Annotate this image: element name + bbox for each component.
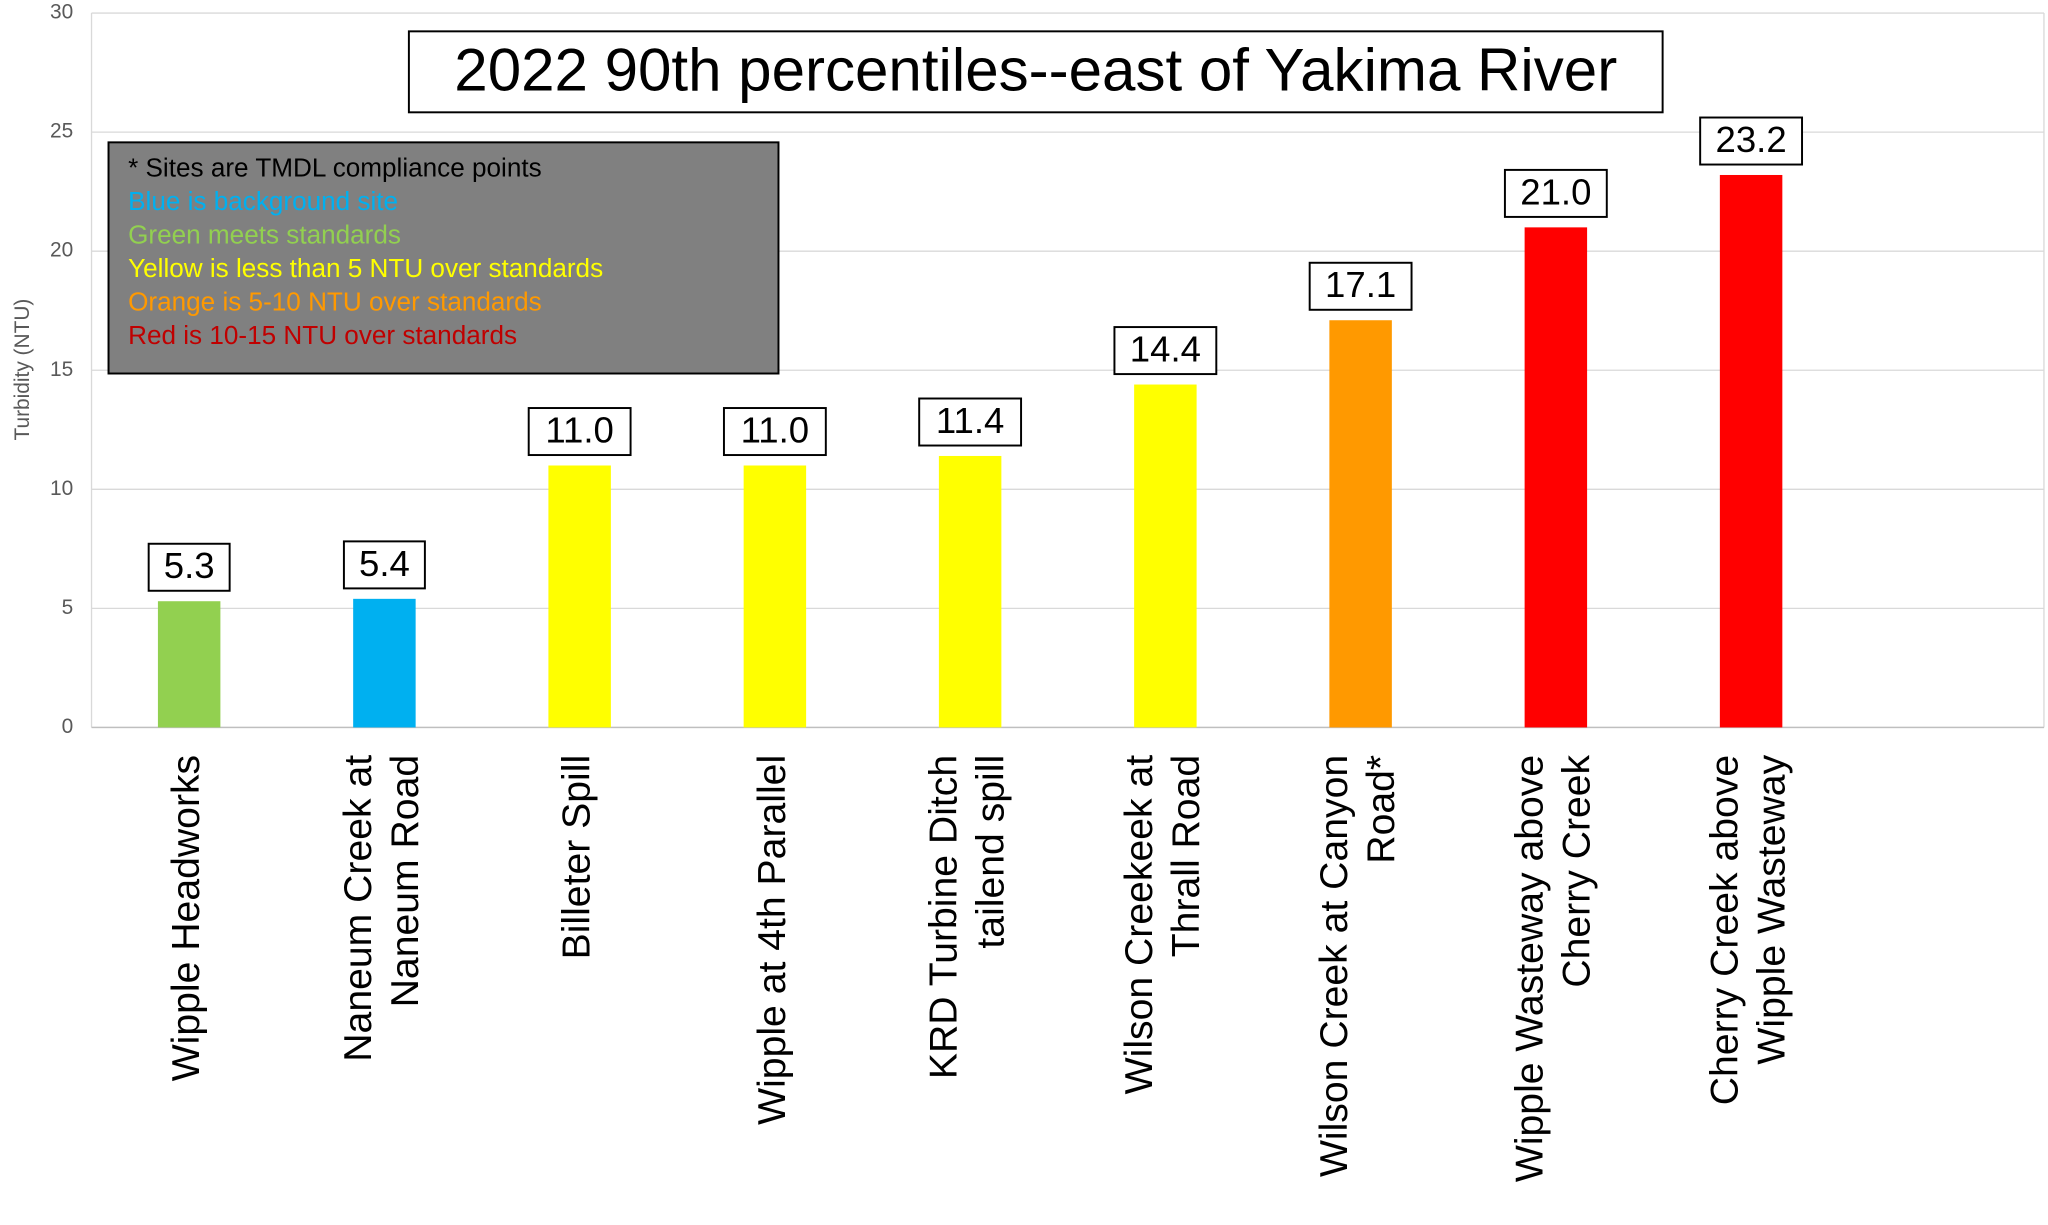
bar xyxy=(1719,174,1783,728)
y-tick-label: 5 xyxy=(62,596,74,619)
x-tick-label: Wipple Wasteway above Cherry Creek xyxy=(1509,754,1599,1182)
data-label-box xyxy=(342,540,426,590)
bar xyxy=(548,465,611,728)
data-label: 11.0 xyxy=(741,409,809,450)
notes-box xyxy=(107,141,780,375)
x-tick-label: KRD Turbine Ditch tailend spill xyxy=(923,755,1013,1079)
note: Blue is background site xyxy=(128,186,398,216)
bar xyxy=(1134,384,1197,728)
y-tick-label: 20 xyxy=(50,239,73,262)
x-tick-label: Wilson Creek at Canyon Road* xyxy=(1313,755,1403,1177)
data-label: 14.4 xyxy=(1130,329,1201,370)
x-tick-label: Billeter Spill xyxy=(556,755,599,960)
y-tick-label: 15 xyxy=(50,358,73,381)
y-tick-label: 30 xyxy=(50,1,73,24)
x-tick-label: Wipple at 4th Parallel xyxy=(751,755,794,1125)
bar xyxy=(157,601,221,728)
data-label: 5.3 xyxy=(164,545,215,586)
data-label: 23.2 xyxy=(1716,119,1787,160)
x-tick-label: Cherry Creek above Wipple Wasteway xyxy=(1704,754,1794,1105)
note: Orange is 5-10 NTU over standards xyxy=(128,286,542,316)
data-label: 11.0 xyxy=(545,409,613,450)
x-tick-label: Naneum Creek at Naneum Road xyxy=(337,755,427,1062)
data-label-box xyxy=(722,407,827,457)
data-label-box xyxy=(147,542,231,592)
bar xyxy=(743,465,807,728)
data-label: 5.4 xyxy=(359,543,410,584)
data-label: 21.0 xyxy=(1520,171,1591,212)
data-label-box xyxy=(1503,168,1608,218)
chart-title: 2022 90th percentiles--east of Yakima Ri… xyxy=(454,36,1617,103)
bar xyxy=(353,598,416,728)
note: Red is 10-15 NTU over standards xyxy=(128,320,517,350)
data-label-box xyxy=(1699,116,1804,166)
data-label-box xyxy=(527,407,632,457)
note: Yellow is less than 5 NTU over standards xyxy=(128,253,603,283)
data-label: 17.1 xyxy=(1325,264,1396,305)
note: * Sites are TMDL compliance points xyxy=(128,153,542,183)
x-tick-label: Wilson Creekeek at Thrall Road xyxy=(1118,755,1208,1095)
data-label-box xyxy=(1308,261,1413,311)
bar xyxy=(1329,320,1392,728)
data-label-box xyxy=(1113,326,1218,376)
y-axis-label: Turbidity (NTU) xyxy=(11,299,34,441)
bar xyxy=(1524,227,1588,728)
y-tick-label: 25 xyxy=(50,120,73,143)
title-box xyxy=(407,30,1664,114)
data-label-box xyxy=(918,397,1023,447)
data-label: 11.4 xyxy=(936,400,1004,441)
y-tick-label: 10 xyxy=(50,477,73,500)
x-tick-label: Wipple Headworks xyxy=(166,755,209,1081)
note: Green meets standards xyxy=(128,220,401,250)
y-tick-label: 0 xyxy=(62,715,74,738)
bar xyxy=(938,455,1002,728)
